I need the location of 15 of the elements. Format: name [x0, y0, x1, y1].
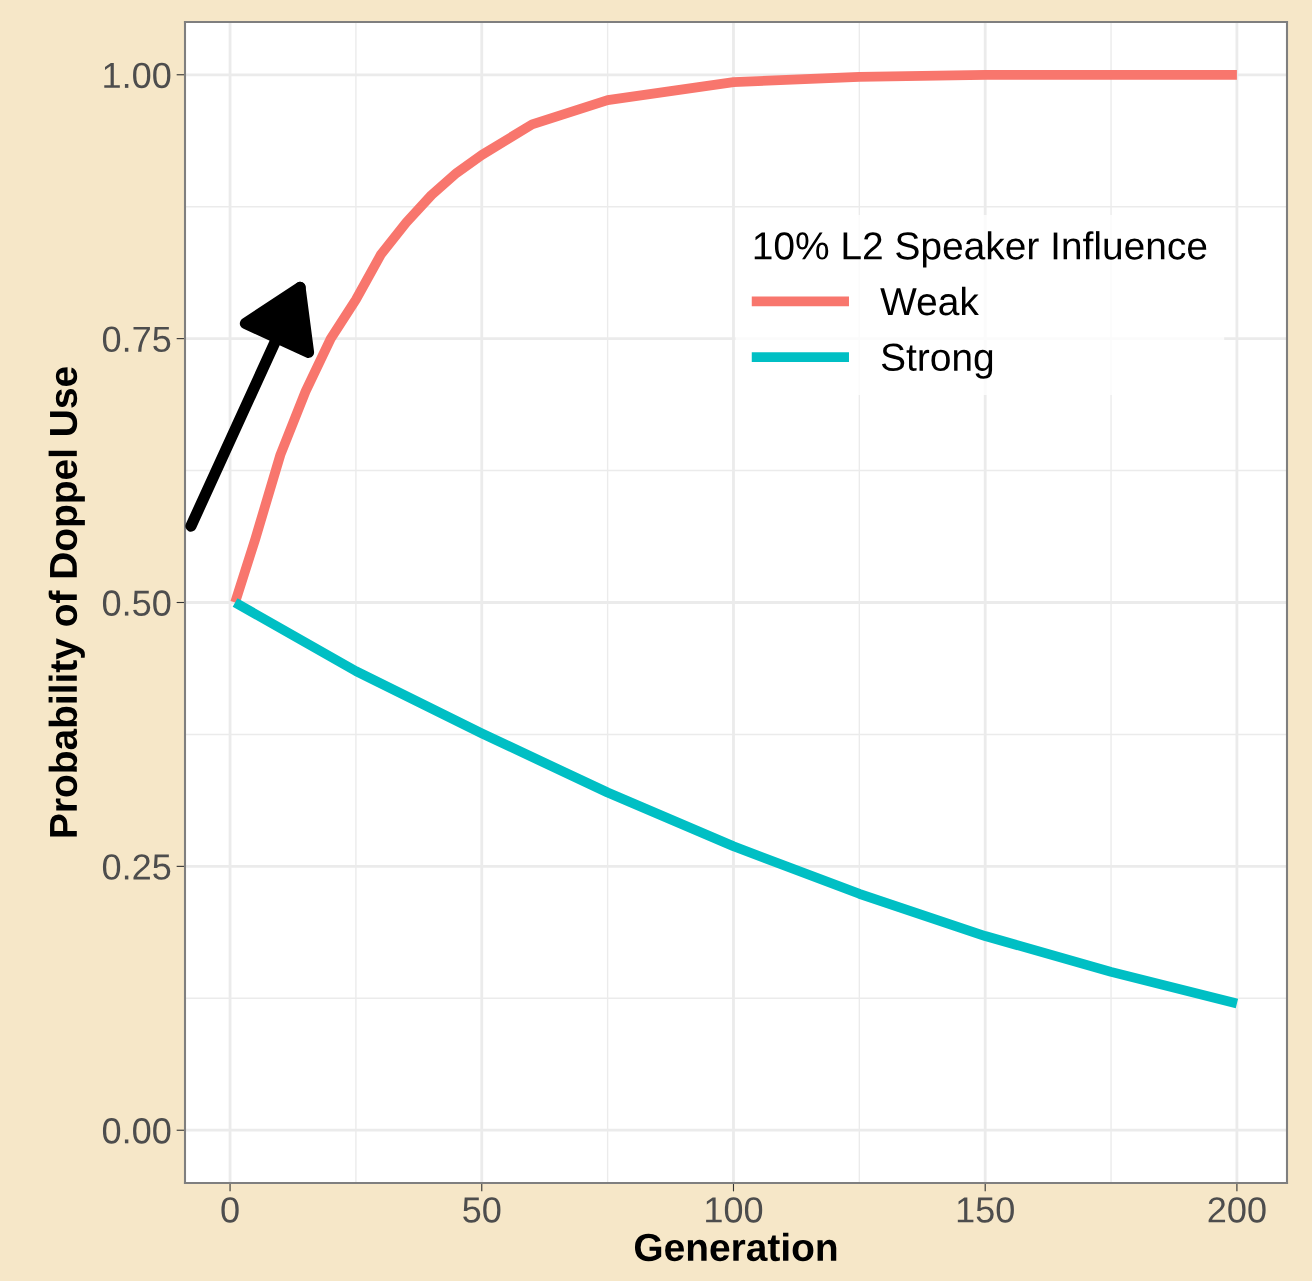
x-tick-label: 50 — [463, 1197, 501, 1223]
x-tick-label: 200 — [1208, 1197, 1266, 1223]
legend-title: 10% L2 Speaker Influence — [754, 231, 1207, 268]
x-tick-label: 100 — [706, 1197, 763, 1223]
y-tick-label: 1.00 — [104, 62, 171, 89]
legend-label: Weak — [880, 286, 979, 316]
y-tick-label: 0.00 — [102, 1118, 171, 1144]
y-axis-title: Probability of Doppel Use — [48, 367, 85, 837]
x-tick-label: 150 — [957, 1197, 1014, 1223]
x-tick-label: 0 — [221, 1197, 239, 1223]
y-tick-label: 0.50 — [102, 590, 171, 616]
x-axis-title: Generation — [634, 1232, 837, 1262]
legend-label: Strong — [881, 343, 993, 379]
y-tick-label: 0.75 — [102, 326, 171, 353]
y-tick-label: 0.25 — [102, 854, 171, 880]
